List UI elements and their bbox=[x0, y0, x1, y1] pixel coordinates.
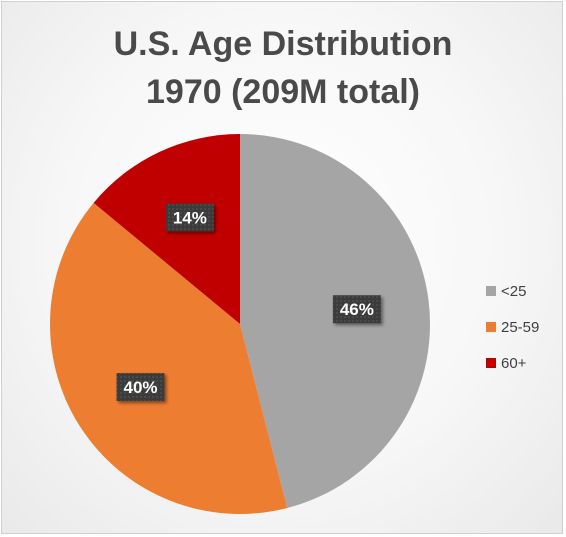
legend-label-25-59: 25-59 bbox=[501, 318, 540, 336]
legend-swatch-60-plus bbox=[486, 358, 496, 368]
data-label-25-59: 40% bbox=[116, 373, 165, 402]
legend-label-60-plus: 60+ bbox=[501, 354, 527, 372]
legend-item-60-plus: 60+ bbox=[486, 354, 539, 372]
data-label-25-59-text: 40% bbox=[124, 378, 158, 397]
chart-title-line-1: U.S. Age Distribution bbox=[113, 25, 453, 63]
legend: <25 25-59 60+ bbox=[486, 282, 539, 390]
data-label-under-25-text: 46% bbox=[340, 300, 374, 319]
legend-swatch-25-59 bbox=[486, 322, 496, 332]
data-label-under-25-box bbox=[332, 295, 381, 324]
legend-item-25-59: 25-59 bbox=[486, 318, 539, 336]
data-label-60-plus: 14% bbox=[165, 203, 214, 232]
legend-label-under-25: <25 bbox=[501, 282, 527, 300]
pie-slice-25-59 bbox=[49, 202, 288, 514]
data-label-25-59-box bbox=[116, 373, 165, 402]
legend-item-under-25: <25 bbox=[486, 282, 539, 300]
data-label-under-25: 46% bbox=[332, 295, 381, 324]
data-label-60-plus-text: 14% bbox=[173, 208, 207, 227]
legend-swatch-under-25 bbox=[486, 286, 496, 296]
data-label-60-plus-box bbox=[165, 203, 214, 232]
chart-title-line-2: 1970 (209M total) bbox=[146, 73, 420, 111]
